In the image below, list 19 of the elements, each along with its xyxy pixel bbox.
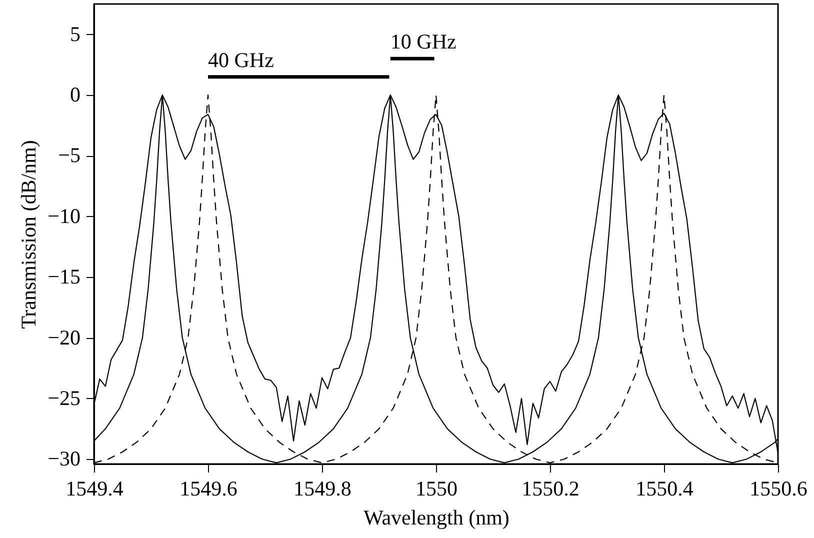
- annotation: 10 GHz: [390, 30, 456, 54]
- y-tick-label: −5: [58, 143, 80, 168]
- x-tick-label: 1549.6: [180, 476, 238, 500]
- x-tick-label: 1550.4: [636, 476, 694, 500]
- x-tick-label: 1550.6: [750, 476, 808, 500]
- y-axis-title: Transmission (dB/nm): [16, 140, 41, 329]
- y-tick-label: −10: [48, 204, 80, 228]
- y-tick-label: −15: [48, 264, 80, 289]
- x-tick-label: 1549.8: [294, 476, 352, 500]
- x-tick-label: 1549.4: [66, 476, 124, 500]
- y-tick-label: −20: [48, 325, 80, 350]
- y-tick-label: 5: [70, 22, 80, 46]
- y-tick-label: 0: [70, 82, 80, 107]
- x-tick-label: 1550: [416, 476, 458, 500]
- x-tick-label: 1550.2: [522, 476, 580, 500]
- x-axis-title: Wavelength (nm): [364, 506, 510, 530]
- y-tick-label: −25: [48, 386, 80, 410]
- y-tick-label: −30: [48, 446, 80, 471]
- annotation: 40 GHz: [208, 48, 274, 72]
